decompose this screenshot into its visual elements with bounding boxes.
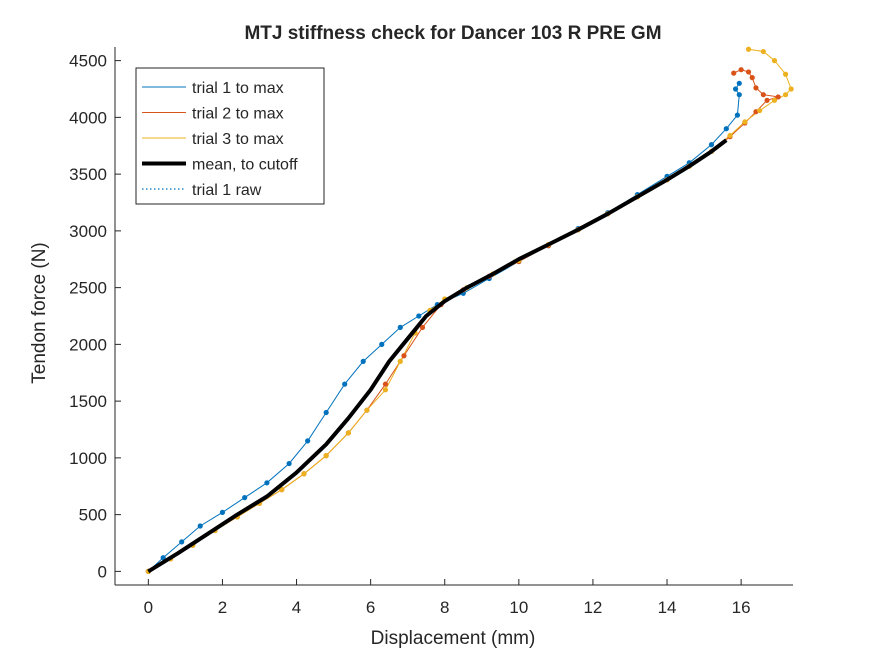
data-point-trial-1-to-max xyxy=(197,523,203,529)
x-tick-label: 4 xyxy=(292,598,301,617)
data-point-trial-2-to-max xyxy=(731,70,737,76)
data-point-trial-3-to-max xyxy=(745,46,752,52)
y-tick-label: 0 xyxy=(98,562,107,581)
x-tick-label: 16 xyxy=(732,598,751,617)
data-point-trial-1-to-max xyxy=(342,381,348,387)
y-tick-label: 4500 xyxy=(69,52,107,71)
x-tick-label: 2 xyxy=(218,598,227,617)
legend: trial 1 to max trial 2 to max trial 3 to m… xyxy=(135,67,325,205)
legend-label-trial-1-raw: trial 1 raw xyxy=(192,182,262,199)
data-point-trial-3-to-max xyxy=(788,86,794,92)
y-tick-label: 2000 xyxy=(69,335,107,354)
x-tick-label: 8 xyxy=(440,598,449,617)
legend-label-trial-3-to-max: trial 3 to max xyxy=(192,131,284,148)
data-point-trial-1-to-max xyxy=(736,92,742,98)
data-point-trial-1-to-max xyxy=(732,86,739,92)
y-tick-label: 3000 xyxy=(69,222,107,241)
data-point-trial-3-to-max xyxy=(782,71,789,77)
y-tick-label: 1500 xyxy=(69,392,107,411)
data-point-trial-1-to-max xyxy=(286,460,292,467)
legend-box xyxy=(135,67,325,205)
data-point-trial-1-to-max xyxy=(379,341,385,347)
data-point-trial-1-to-max xyxy=(734,112,741,118)
data-point-trial-2-to-max xyxy=(764,97,770,103)
y-tick-label: 500 xyxy=(79,506,107,525)
data-point-trial-1-to-max xyxy=(323,409,329,416)
data-point-trial-2-to-max xyxy=(401,353,407,359)
data-point-trial-3-to-max xyxy=(301,471,307,477)
data-point-trial-3-to-max xyxy=(771,97,778,103)
x-axis-ticks: 0 2 4 6 8 10 12 14 16 xyxy=(144,579,751,617)
data-point-trial-1-to-max xyxy=(305,438,311,444)
data-point-trial-2-to-max xyxy=(775,94,781,100)
x-tick-label: 0 xyxy=(144,598,153,617)
data-point-trial-3-to-max xyxy=(782,92,789,98)
y-axis-label: Tendon force (N) xyxy=(29,242,50,384)
legend-label-trial-2-to-max: trial 2 to max xyxy=(192,106,284,123)
data-point-trial-3-to-max xyxy=(742,119,748,125)
y-tick-label: 4000 xyxy=(69,108,107,127)
data-point-trial-2-to-max xyxy=(749,75,755,81)
data-point-trial-3-to-max xyxy=(279,487,285,493)
data-point-trial-1-to-max xyxy=(160,555,166,561)
x-tick-label: 12 xyxy=(583,598,602,617)
legend-label-mean-to-cutoff: mean, to cutoff xyxy=(192,157,298,174)
series-line-mean-to-cutoff xyxy=(147,138,728,574)
x-tick-label: 14 xyxy=(658,598,677,617)
data-point-trial-1-to-max xyxy=(179,539,185,545)
x-tick-label: 6 xyxy=(366,598,375,617)
legend-label-trial-1-to-max: trial 1 to max xyxy=(192,80,284,97)
data-point-trial-2-to-max xyxy=(738,67,744,73)
data-point-trial-3-to-max xyxy=(323,453,329,459)
data-point-trial-3-to-max xyxy=(397,358,403,365)
y-tick-label: 1000 xyxy=(69,449,107,468)
data-point-trial-1-to-max xyxy=(264,480,270,486)
data-point-trial-3-to-max xyxy=(727,132,733,139)
data-point-trial-3-to-max xyxy=(345,430,352,436)
y-axis-ticks: 0 500 1000 1500 2000 2500 3000 3500 4000 4500 xyxy=(69,52,121,581)
data-point-trial-1-to-max xyxy=(723,126,729,132)
data-point-trial-3-to-max xyxy=(364,407,370,413)
data-point-trial-3-to-max xyxy=(757,107,763,114)
x-axis-label: Displacement (mm) xyxy=(371,628,536,649)
y-tick-label: 2500 xyxy=(69,279,107,298)
plot-area xyxy=(145,46,794,574)
y-tick-label: 3500 xyxy=(69,165,107,184)
data-point-trial-1-to-max xyxy=(242,495,248,501)
data-point-trial-2-to-max xyxy=(419,324,426,330)
data-point-trial-1-to-max xyxy=(360,358,366,365)
data-point-trial-1-to-max xyxy=(397,324,403,330)
data-point-trial-2-to-max xyxy=(753,85,759,91)
data-point-trial-1-to-max xyxy=(708,142,715,148)
chart-title: MTJ stiffness check for Dancer 103 R PRE… xyxy=(244,23,661,44)
data-point-trial-1-to-max xyxy=(416,313,422,319)
data-point-trial-3-to-max xyxy=(760,48,766,55)
data-point-trial-3-to-max xyxy=(771,58,778,64)
data-point-trial-2-to-max xyxy=(745,69,752,75)
x-tick-label: 10 xyxy=(509,598,528,617)
data-point-trial-2-to-max xyxy=(382,381,389,387)
data-point-trial-2-to-max xyxy=(760,92,766,98)
data-point-trial-1-to-max xyxy=(219,509,226,515)
data-point-trial-3-to-max xyxy=(382,387,389,393)
data-point-trial-1-to-max xyxy=(736,80,742,86)
